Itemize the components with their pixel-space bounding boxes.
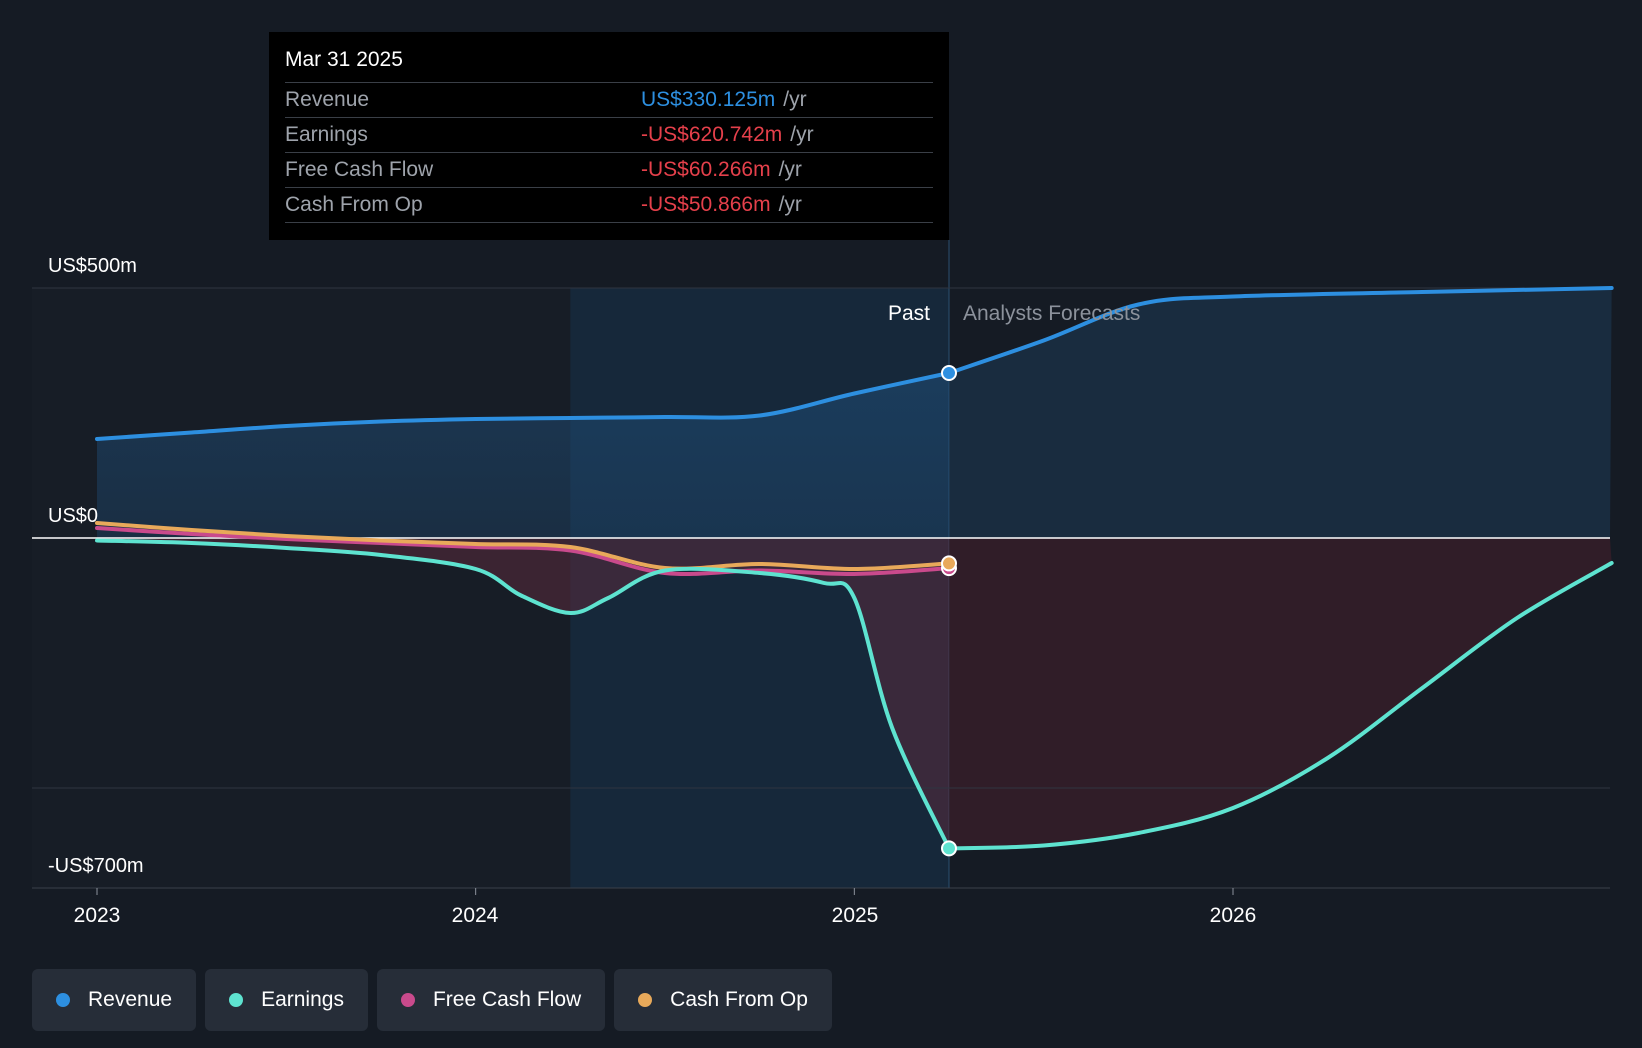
tooltip-row-cash-from-op: Cash From Op -US$50.866m /yr xyxy=(285,188,933,223)
x-tick-label: 2026 xyxy=(1210,904,1257,927)
tooltip-label: Cash From Op xyxy=(285,193,423,216)
tooltip: Mar 31 2025 Revenue US$330.125m /yr Earn… xyxy=(269,32,949,240)
tooltip-label: Free Cash Flow xyxy=(285,158,434,181)
revenue-area xyxy=(97,373,949,538)
legend-label: Earnings xyxy=(261,988,344,1011)
legend-dot-icon xyxy=(400,993,415,1007)
tooltip-row-earnings: Earnings -US$620.742m /yr xyxy=(285,118,933,153)
tooltip-value: -US$60.266m xyxy=(641,158,771,181)
legend: Revenue Earnings Free Cash Flow Cash Fro… xyxy=(32,969,832,1031)
legend-item-free-cash-flow[interactable]: Free Cash Flow xyxy=(376,969,606,1031)
legend-item-earnings[interactable]: Earnings xyxy=(205,969,368,1031)
x-tick-label: 2025 xyxy=(832,904,879,927)
earnings-line xyxy=(95,538,951,851)
cash-from-op-marker xyxy=(941,555,957,572)
tooltip-label: Revenue xyxy=(285,88,370,111)
tooltip-row-revenue: Revenue US$330.125m /yr xyxy=(285,83,933,118)
y-label-zero: US$0 xyxy=(48,505,98,527)
revenue-forecast-area xyxy=(949,288,1612,538)
free-cash-flow-line xyxy=(95,526,951,577)
tooltip-date: Mar 31 2025 xyxy=(285,46,933,83)
revenue-forecast-line xyxy=(947,286,1614,375)
tooltip-label: Earnings xyxy=(285,123,368,146)
past-label: Past xyxy=(888,302,930,325)
tooltip-unit: /yr xyxy=(778,193,802,216)
tooltip-value: -US$50.866m xyxy=(641,193,771,216)
tooltip-row-free-cash-flow: Free Cash Flow -US$60.266m /yr xyxy=(285,153,933,188)
legend-dot-icon xyxy=(229,993,244,1007)
earnings-forecast-area xyxy=(949,538,1612,849)
tooltip-unit: /yr xyxy=(778,158,802,181)
legend-dot-icon xyxy=(56,993,70,1007)
tooltip-unit: /yr xyxy=(783,88,807,111)
legend-item-cash-from-op[interactable]: Cash From Op xyxy=(614,969,832,1031)
earnings-marker xyxy=(941,840,957,857)
tooltip-value: -US$620.742m xyxy=(641,123,783,146)
cash-from-op-line xyxy=(95,521,951,572)
tooltip-value: US$330.125m xyxy=(641,88,776,111)
legend-label: Free Cash Flow xyxy=(432,988,582,1011)
revenue-marker xyxy=(941,365,957,381)
forecast-label: Analysts Forecasts xyxy=(963,302,1140,325)
x-tick-label: 2023 xyxy=(74,904,121,927)
legend-label: Revenue xyxy=(88,988,173,1011)
revenue-line xyxy=(95,371,951,441)
tooltip-unit: /yr xyxy=(790,123,814,146)
legend-item-revenue[interactable]: Revenue xyxy=(32,969,197,1031)
legend-dot-icon xyxy=(638,993,653,1007)
legend-label: Cash From Op xyxy=(670,988,808,1011)
x-tick-label: 2024 xyxy=(452,904,499,927)
y-label-top: US$500m xyxy=(48,255,137,277)
y-label-bottom: -US$700m xyxy=(48,855,144,877)
earnings-forecast-line xyxy=(947,561,1614,851)
